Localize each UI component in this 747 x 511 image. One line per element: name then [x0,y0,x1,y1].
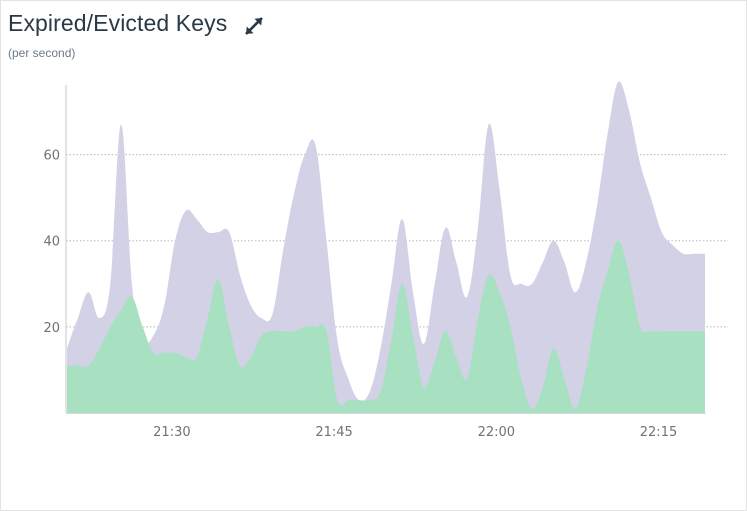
x-tick-label: 22:00 [478,425,515,440]
y-tick-labels: 20 40 60 [43,149,60,336]
y-tick-label: 60 [43,149,60,164]
y-tick-label: 40 [43,235,60,250]
panel-title: Expired/Evicted Keys [8,10,228,36]
series-area-evicted [67,240,705,413]
expand-arrows-icon[interactable] [243,15,265,37]
x-tick-labels: 21:30 21:45 22:00 22:15 [153,425,677,440]
series-areas [67,81,705,413]
x-tick-label: 22:15 [640,425,677,440]
x-tick-label: 21:45 [315,425,352,440]
x-tick-label: 21:30 [153,425,190,440]
y-tick-label: 20 [43,321,60,336]
panel-subtitle: (per second) [8,46,76,60]
axes [65,85,706,414]
